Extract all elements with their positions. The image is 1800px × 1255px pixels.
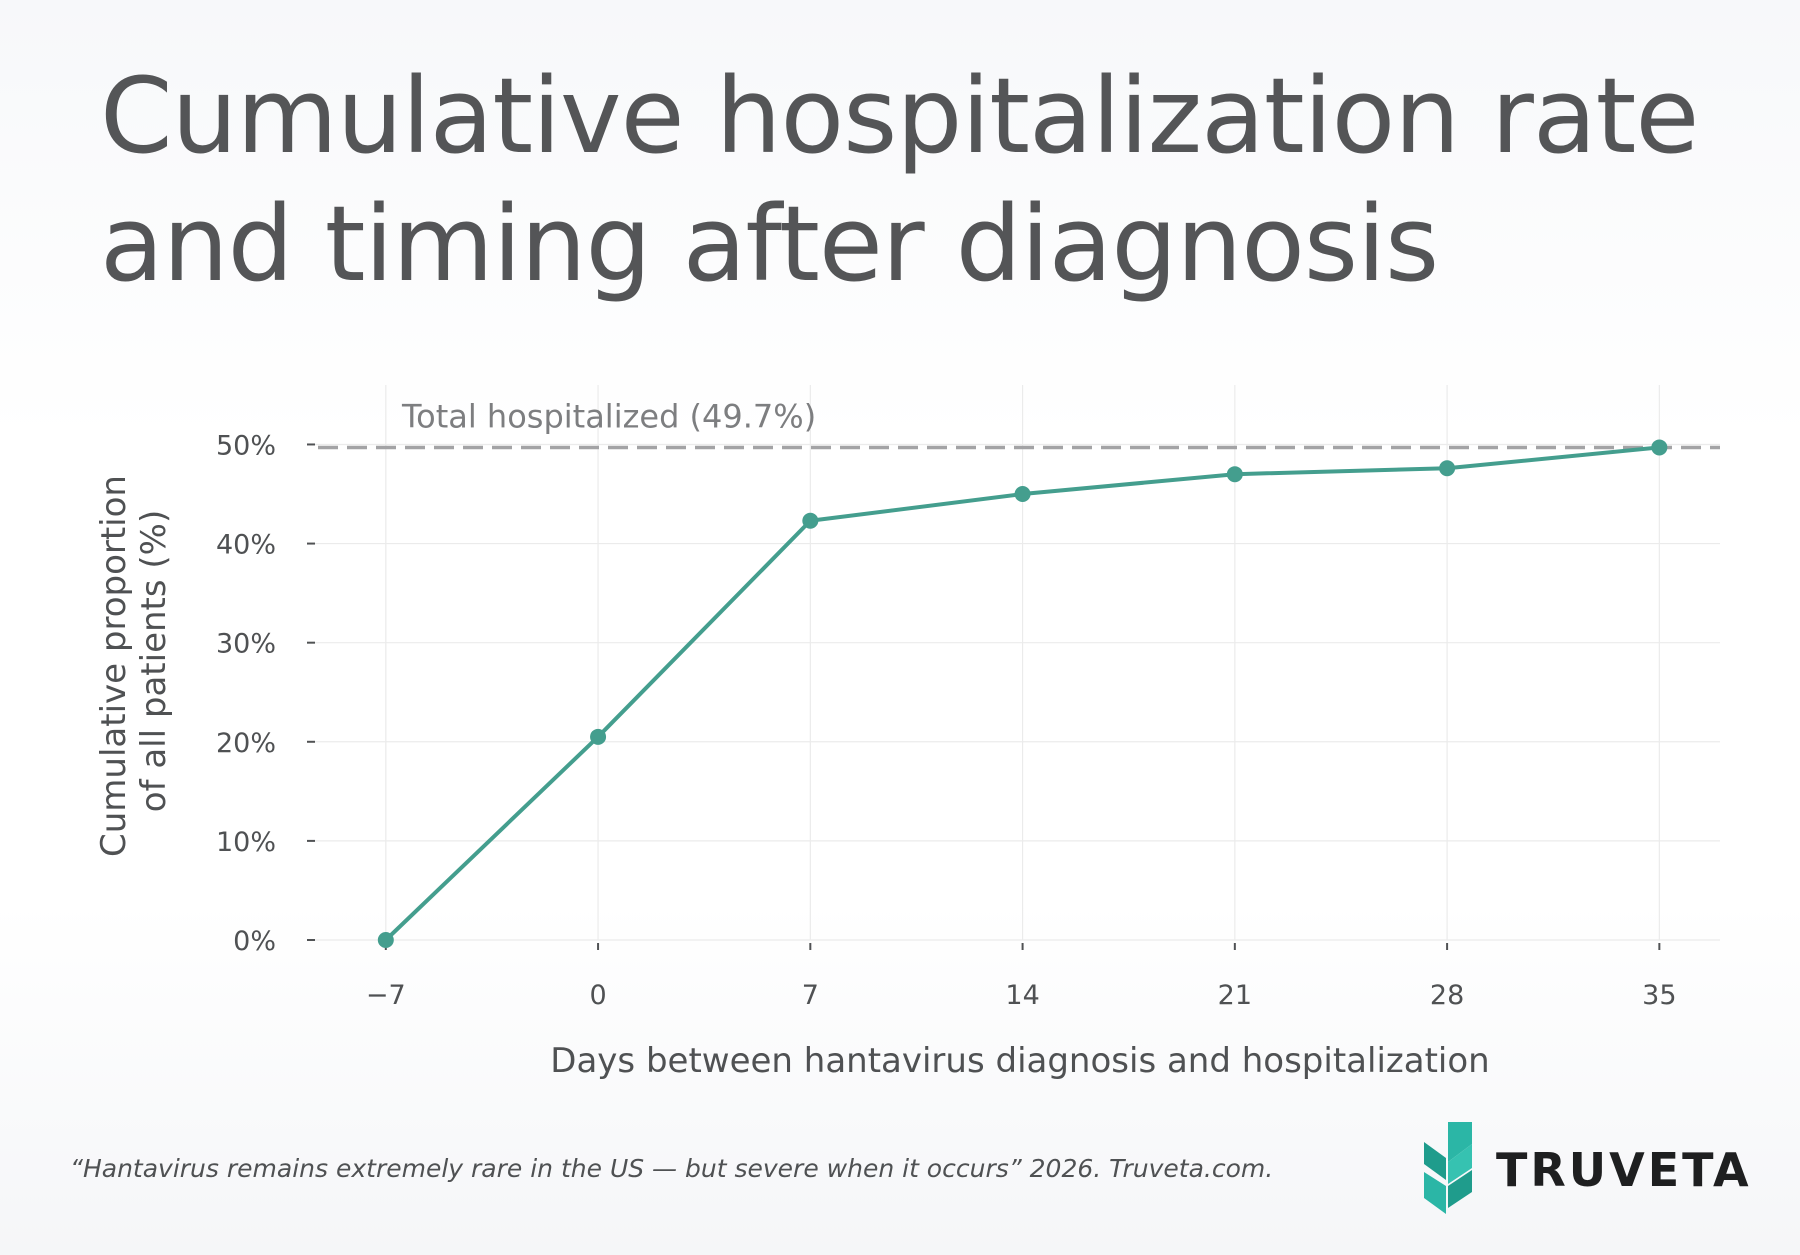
x-tick-label: 0 xyxy=(589,980,606,1011)
data-point xyxy=(1651,439,1668,456)
brand-name: TRUVETA xyxy=(1496,1143,1752,1197)
y-tick-label: 40% xyxy=(216,530,276,561)
data-point xyxy=(1439,460,1456,477)
data-point xyxy=(377,932,394,948)
reference-line-group: Total hospitalized (49.7%) xyxy=(318,397,1720,450)
y-tick-label: 10% xyxy=(216,827,276,858)
y-tick-label: 50% xyxy=(216,430,276,461)
x-tick-label: 14 xyxy=(1005,980,1039,1011)
axes: −7 0 7 14 21 28 35 0% 10% 20% 30% 40% 50% xyxy=(216,430,1677,1011)
y-axis-title-line-2: of all patients (%) xyxy=(134,510,174,812)
data-point xyxy=(1014,486,1031,503)
data-point xyxy=(802,512,819,529)
y-tick-label: 20% xyxy=(216,728,276,759)
x-tick-label: −7 xyxy=(366,980,406,1011)
gridlines xyxy=(310,385,1720,941)
data-point xyxy=(1226,466,1243,483)
x-tick-label: 28 xyxy=(1430,980,1464,1011)
page-title: Cumulative hospitalization rate and timi… xyxy=(100,52,1750,308)
page-title-line-2: and timing after diagnosis xyxy=(100,183,1439,305)
series-group xyxy=(377,439,1668,948)
y-tick-label: 0% xyxy=(233,926,276,957)
x-tick-label: 35 xyxy=(1642,980,1676,1011)
x-tick-label: 7 xyxy=(802,980,819,1011)
data-point xyxy=(590,728,607,745)
page-title-line-1: Cumulative hospitalization rate xyxy=(100,55,1699,177)
y-tick-label: 30% xyxy=(216,629,276,660)
brand-logo: TRUVETA xyxy=(1418,1122,1758,1217)
y-axis-title-line-1: Cumulative proportion xyxy=(94,475,134,857)
x-axis-title: Days between hantavirus diagnosis and ho… xyxy=(550,1041,1489,1081)
source-citation: “Hantavirus remains extremely rare in th… xyxy=(70,1154,1274,1183)
x-tick-label: 21 xyxy=(1218,980,1252,1011)
reference-line-label: Total hospitalized (49.7%) xyxy=(401,397,816,435)
truveta-chevron-icon xyxy=(1424,1122,1472,1214)
line-chart: Total hospitalized (49.7%) −7 0 7 14 21 28 35 0… xyxy=(94,385,1720,1081)
